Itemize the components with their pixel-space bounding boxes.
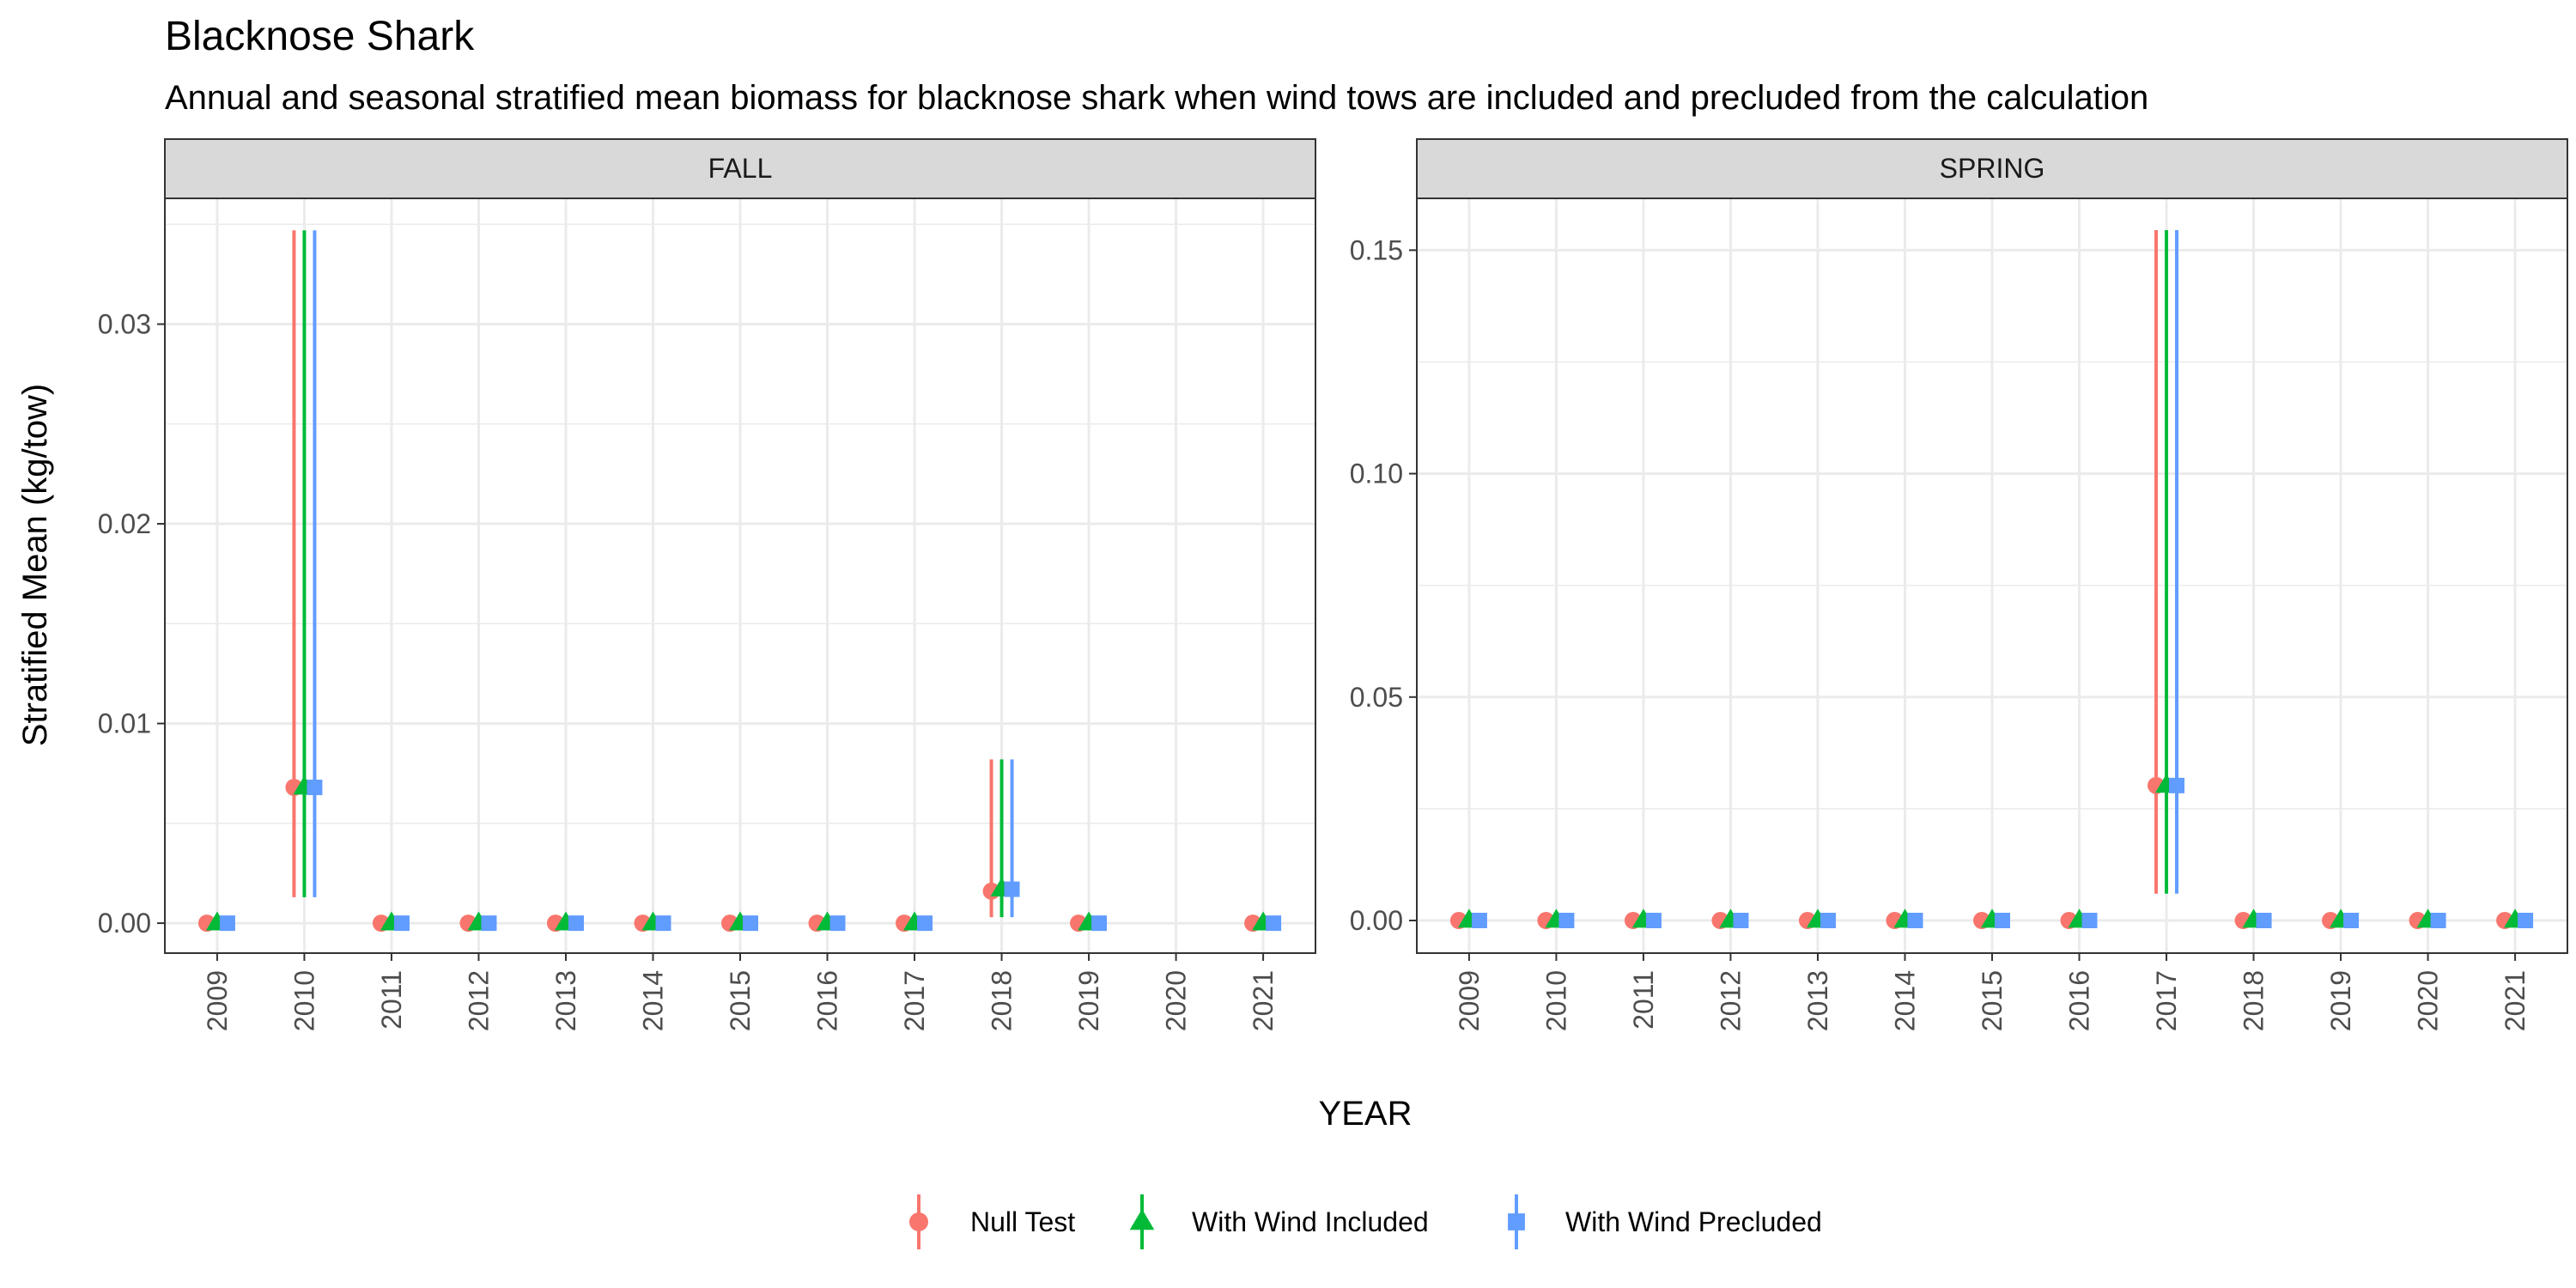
x-tick-label: 2019 — [1073, 970, 1104, 1031]
x-tick-label: 2009 — [1454, 970, 1485, 1031]
data-point — [2343, 913, 2360, 929]
data-point — [1645, 913, 1662, 929]
x-tick-label: 2010 — [1540, 970, 1571, 1031]
data-point — [2256, 913, 2272, 929]
y-tick-label: 0.01 — [98, 708, 151, 739]
data-point — [655, 915, 671, 932]
x-tick-label: 2017 — [2151, 970, 2182, 1031]
data-point — [1471, 913, 1487, 929]
data-point — [1004, 881, 1020, 897]
legend-item-with-wind-included: With Wind Included — [1129, 1194, 1429, 1249]
series-with-wind-precluded — [219, 230, 1282, 932]
x-tick-label: 2012 — [463, 970, 494, 1031]
data-point — [568, 915, 584, 932]
panel-strip — [1416, 138, 2568, 199]
x-tick-label: 2021 — [1248, 970, 1279, 1031]
x-tick-label: 2015 — [725, 970, 756, 1031]
x-tick-label: 2011 — [376, 970, 407, 1030]
y-tick-label: 0.02 — [98, 508, 151, 539]
data-point — [481, 915, 497, 932]
data-point — [743, 915, 758, 932]
y-tick-label: 0.00 — [1350, 905, 1403, 936]
data-point — [219, 915, 235, 932]
x-tick-label: 2015 — [1977, 970, 2008, 1031]
legend-key-marker — [1129, 1208, 1155, 1230]
x-axis-title: YEAR — [1319, 1095, 1413, 1133]
panel-border — [164, 197, 1316, 954]
y-tick-label: 0.03 — [98, 309, 151, 340]
x-tick-label: 2019 — [2325, 970, 2356, 1031]
data-point — [1091, 915, 1108, 932]
x-tick-label: 2016 — [812, 970, 843, 1031]
data-point — [2081, 913, 2098, 929]
data-point — [917, 915, 933, 932]
legend-label: Null Test — [970, 1206, 1075, 1237]
x-tick-label: 2013 — [550, 970, 581, 1031]
x-tick-label: 2014 — [637, 970, 668, 1031]
x-tick-label: 2012 — [1715, 970, 1746, 1031]
y-tick-label: 0.15 — [1350, 234, 1403, 265]
legend-item-null-test: Null Test — [909, 1194, 1075, 1249]
panel-strip — [164, 138, 1316, 199]
x-tick-label: 2020 — [2413, 970, 2444, 1031]
y-tick-label: 0.00 — [98, 908, 151, 939]
x-tick-label: 2021 — [2500, 970, 2530, 1031]
x-tick-label: 2014 — [1889, 970, 1920, 1031]
x-tick-label: 2017 — [899, 970, 930, 1031]
data-point — [1820, 913, 1836, 929]
data-point — [1907, 913, 1923, 929]
data-point — [1733, 913, 1749, 929]
x-tick-label: 2020 — [1161, 970, 1192, 1031]
x-tick-label: 2011 — [1628, 970, 1659, 1030]
data-point — [1558, 913, 1575, 929]
legend-label: With Wind Included — [1192, 1206, 1429, 1237]
series-null-test — [197, 230, 1262, 933]
data-point — [2169, 777, 2185, 793]
legend-label: With Wind Precluded — [1565, 1206, 1822, 1237]
panel-strip-label: FALL — [708, 153, 773, 184]
legend: Null Test With Wind Included With Wind Pre… — [909, 1194, 1822, 1249]
y-axis-title: Stratified Mean (kg/tow) — [16, 384, 54, 746]
data-point — [1266, 915, 1282, 932]
x-tick-label: 2013 — [1802, 970, 1833, 1031]
y-tick-label: 0.05 — [1350, 682, 1403, 713]
x-tick-label: 2018 — [2239, 970, 2269, 1031]
x-tick-label: 2018 — [987, 970, 1018, 1031]
panels: FALL 0.00 0.01 0.02 0.03 2009 2010 2011 2012 2013… — [98, 138, 2568, 1031]
series-with-wind-precluded — [1471, 229, 2534, 929]
data-point — [2518, 913, 2534, 929]
panel-border — [1416, 197, 2568, 954]
data-point — [393, 915, 410, 932]
x-tick-label: 2016 — [2064, 970, 2095, 1031]
legend-item-with-wind-precluded: With Wind Precluded — [1508, 1194, 1822, 1249]
legend-key-marker — [909, 1212, 928, 1231]
chart-subtitle: Annual and seasonal stratified mean biom… — [165, 79, 2148, 117]
panel-fall: FALL 0.00 0.01 0.02 0.03 2009 2010 2011 2012 2013… — [98, 138, 1316, 1031]
data-point — [1995, 913, 2010, 929]
x-tick-label: 2009 — [202, 970, 233, 1031]
data-point — [307, 779, 323, 795]
panel-spring: SPRING 0.00 0.05 0.10 0.15 2009 2010 2011 2012 20… — [1350, 138, 2568, 1031]
panel-strip-label: SPRING — [1940, 153, 2045, 184]
legend-key-marker — [1508, 1213, 1525, 1230]
data-point — [2430, 913, 2446, 929]
data-point — [829, 915, 846, 932]
y-tick-label: 0.10 — [1350, 459, 1403, 489]
x-tick-label: 2010 — [289, 970, 319, 1031]
chart-title: Blacknose Shark — [165, 14, 475, 59]
